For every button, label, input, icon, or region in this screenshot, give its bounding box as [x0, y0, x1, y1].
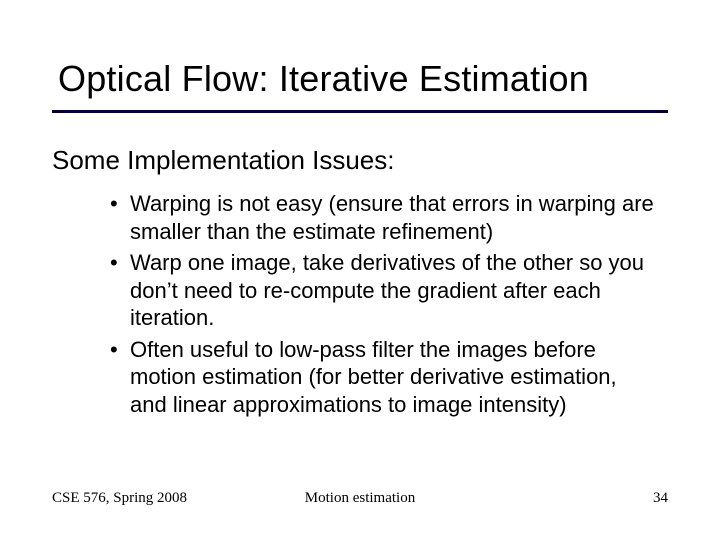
- slide-title: Optical Flow: Iterative Estimation: [58, 58, 589, 100]
- bullet-text: Often useful to low-pass filter the imag…: [130, 336, 658, 419]
- footer-page-number: 34: [653, 490, 668, 507]
- list-item: • Often useful to low-pass filter the im…: [110, 336, 658, 419]
- bullet-text: Warp one image, take derivatives of the …: [130, 249, 658, 332]
- slide: Optical Flow: Iterative Estimation Some …: [0, 0, 720, 540]
- bullet-marker: •: [110, 336, 130, 419]
- slide-footer: CSE 576, Spring 2008 Motion estimation 3…: [52, 490, 668, 510]
- bullet-marker: •: [110, 190, 130, 245]
- list-item: • Warp one image, take derivatives of th…: [110, 249, 658, 332]
- list-item: • Warping is not easy (ensure that error…: [110, 190, 658, 245]
- slide-subtitle: Some Implementation Issues:: [52, 145, 395, 176]
- bullet-marker: •: [110, 249, 130, 332]
- footer-center: Motion estimation: [52, 490, 668, 507]
- title-underline: [52, 110, 668, 113]
- bullet-text: Warping is not easy (ensure that errors …: [130, 190, 658, 245]
- bullet-list: • Warping is not easy (ensure that error…: [110, 190, 658, 422]
